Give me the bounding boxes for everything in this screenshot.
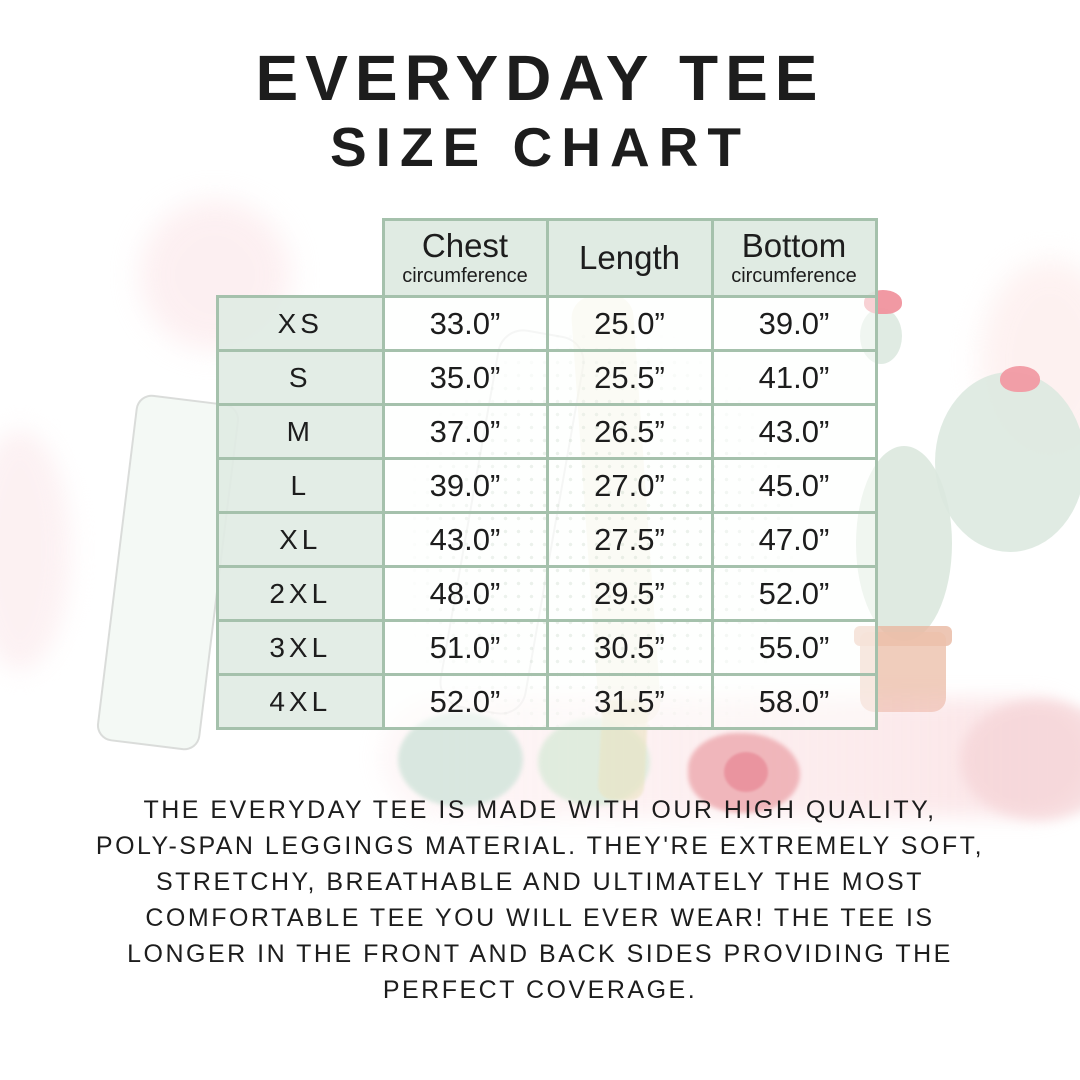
column-header-length: Length <box>545 218 714 298</box>
table-row: XS 33.0” 25.0” 39.0” <box>216 295 878 352</box>
title-block: EVERYDAY TEE SIZE CHART <box>0 46 1080 175</box>
chest-value: 52.0” <box>381 673 549 730</box>
watercolor-wash <box>0 430 70 670</box>
chest-value: 33.0” <box>381 295 549 352</box>
chest-value: 39.0” <box>381 457 549 514</box>
description-line: COMFORTABLE TEE YOU WILL EVER WEAR! THE … <box>145 904 935 932</box>
length-value: 29.5” <box>545 565 714 622</box>
table-row: M 37.0” 26.5” 43.0” <box>216 403 878 460</box>
flower-illustration <box>724 752 768 792</box>
table-row: XL 43.0” 27.5” 47.0” <box>216 511 878 568</box>
table-row: L 39.0” 27.0” 45.0” <box>216 457 878 514</box>
column-header-label: Bottom <box>741 226 847 264</box>
chest-value: 43.0” <box>381 511 549 568</box>
size-label: M <box>216 403 385 460</box>
bottom-value: 39.0” <box>710 295 878 352</box>
table-row: 2XL 48.0” 29.5” 52.0” <box>216 565 878 622</box>
description-line: THE EVERYDAY TEE IS MADE WITH OUR HIGH Q… <box>143 796 937 824</box>
column-header-chest: Chest circumference <box>381 218 549 298</box>
watercolor-wash <box>980 260 1080 460</box>
size-label: XL <box>216 511 385 568</box>
column-header-label: Length <box>579 238 680 276</box>
column-header-bottom: Bottom circumference <box>710 218 878 298</box>
bottom-value: 47.0” <box>710 511 878 568</box>
bottom-value: 43.0” <box>710 403 878 460</box>
description-text: THE EVERYDAY TEE IS MADE WITH OUR HIGH Q… <box>90 792 990 1008</box>
column-header-sub: circumference <box>402 265 528 288</box>
size-label: L <box>216 457 385 514</box>
length-value: 25.5” <box>545 349 714 406</box>
size-table-container: Chest circumference Length Bottom circum… <box>216 218 878 730</box>
column-header-label: Chest <box>421 226 509 264</box>
table-row: S 35.0” 25.5” 41.0” <box>216 349 878 406</box>
description-line: LONGER IN THE FRONT AND BACK SIDES PROVI… <box>127 940 953 968</box>
size-label: 4XL <box>216 673 385 730</box>
length-value: 25.0” <box>545 295 714 352</box>
page-subtitle: SIZE CHART <box>330 116 750 178</box>
size-label: 2XL <box>216 565 385 622</box>
chest-value: 48.0” <box>381 565 549 622</box>
description-line: STRETCHY, BREATHABLE AND ULTIMATELY THE … <box>155 868 924 896</box>
table-row: 4XL 52.0” 31.5” 58.0” <box>216 673 878 730</box>
length-value: 27.0” <box>545 457 714 514</box>
chest-value: 51.0” <box>381 619 549 676</box>
length-value: 27.5” <box>545 511 714 568</box>
description-line: PERFECT COVERAGE. <box>382 976 698 1004</box>
length-value: 30.5” <box>545 619 714 676</box>
bottom-value: 58.0” <box>710 673 878 730</box>
size-label: S <box>216 349 385 406</box>
column-header-sub: circumference <box>731 265 857 288</box>
bottom-value: 52.0” <box>710 565 878 622</box>
chest-value: 37.0” <box>381 403 549 460</box>
size-chart-table: Chest circumference Length Bottom circum… <box>216 218 878 730</box>
cactus-flower-illustration <box>1000 366 1040 392</box>
corner-cell <box>218 220 384 297</box>
length-value: 26.5” <box>545 403 714 460</box>
bottom-value: 41.0” <box>710 349 878 406</box>
size-label: 3XL <box>216 619 385 676</box>
size-label: XS <box>216 295 385 352</box>
length-value: 31.5” <box>545 673 714 730</box>
bottom-value: 55.0” <box>710 619 878 676</box>
description-line: POLY-SPAN LEGGINGS MATERIAL. THEY'RE EXT… <box>95 832 985 860</box>
page-title: EVERYDAY TEE <box>255 42 825 114</box>
cactus-illustration <box>935 372 1080 552</box>
table-row: 3XL 51.0” 30.5” 55.0” <box>216 619 878 676</box>
bottom-value: 45.0” <box>710 457 878 514</box>
chest-value: 35.0” <box>381 349 549 406</box>
